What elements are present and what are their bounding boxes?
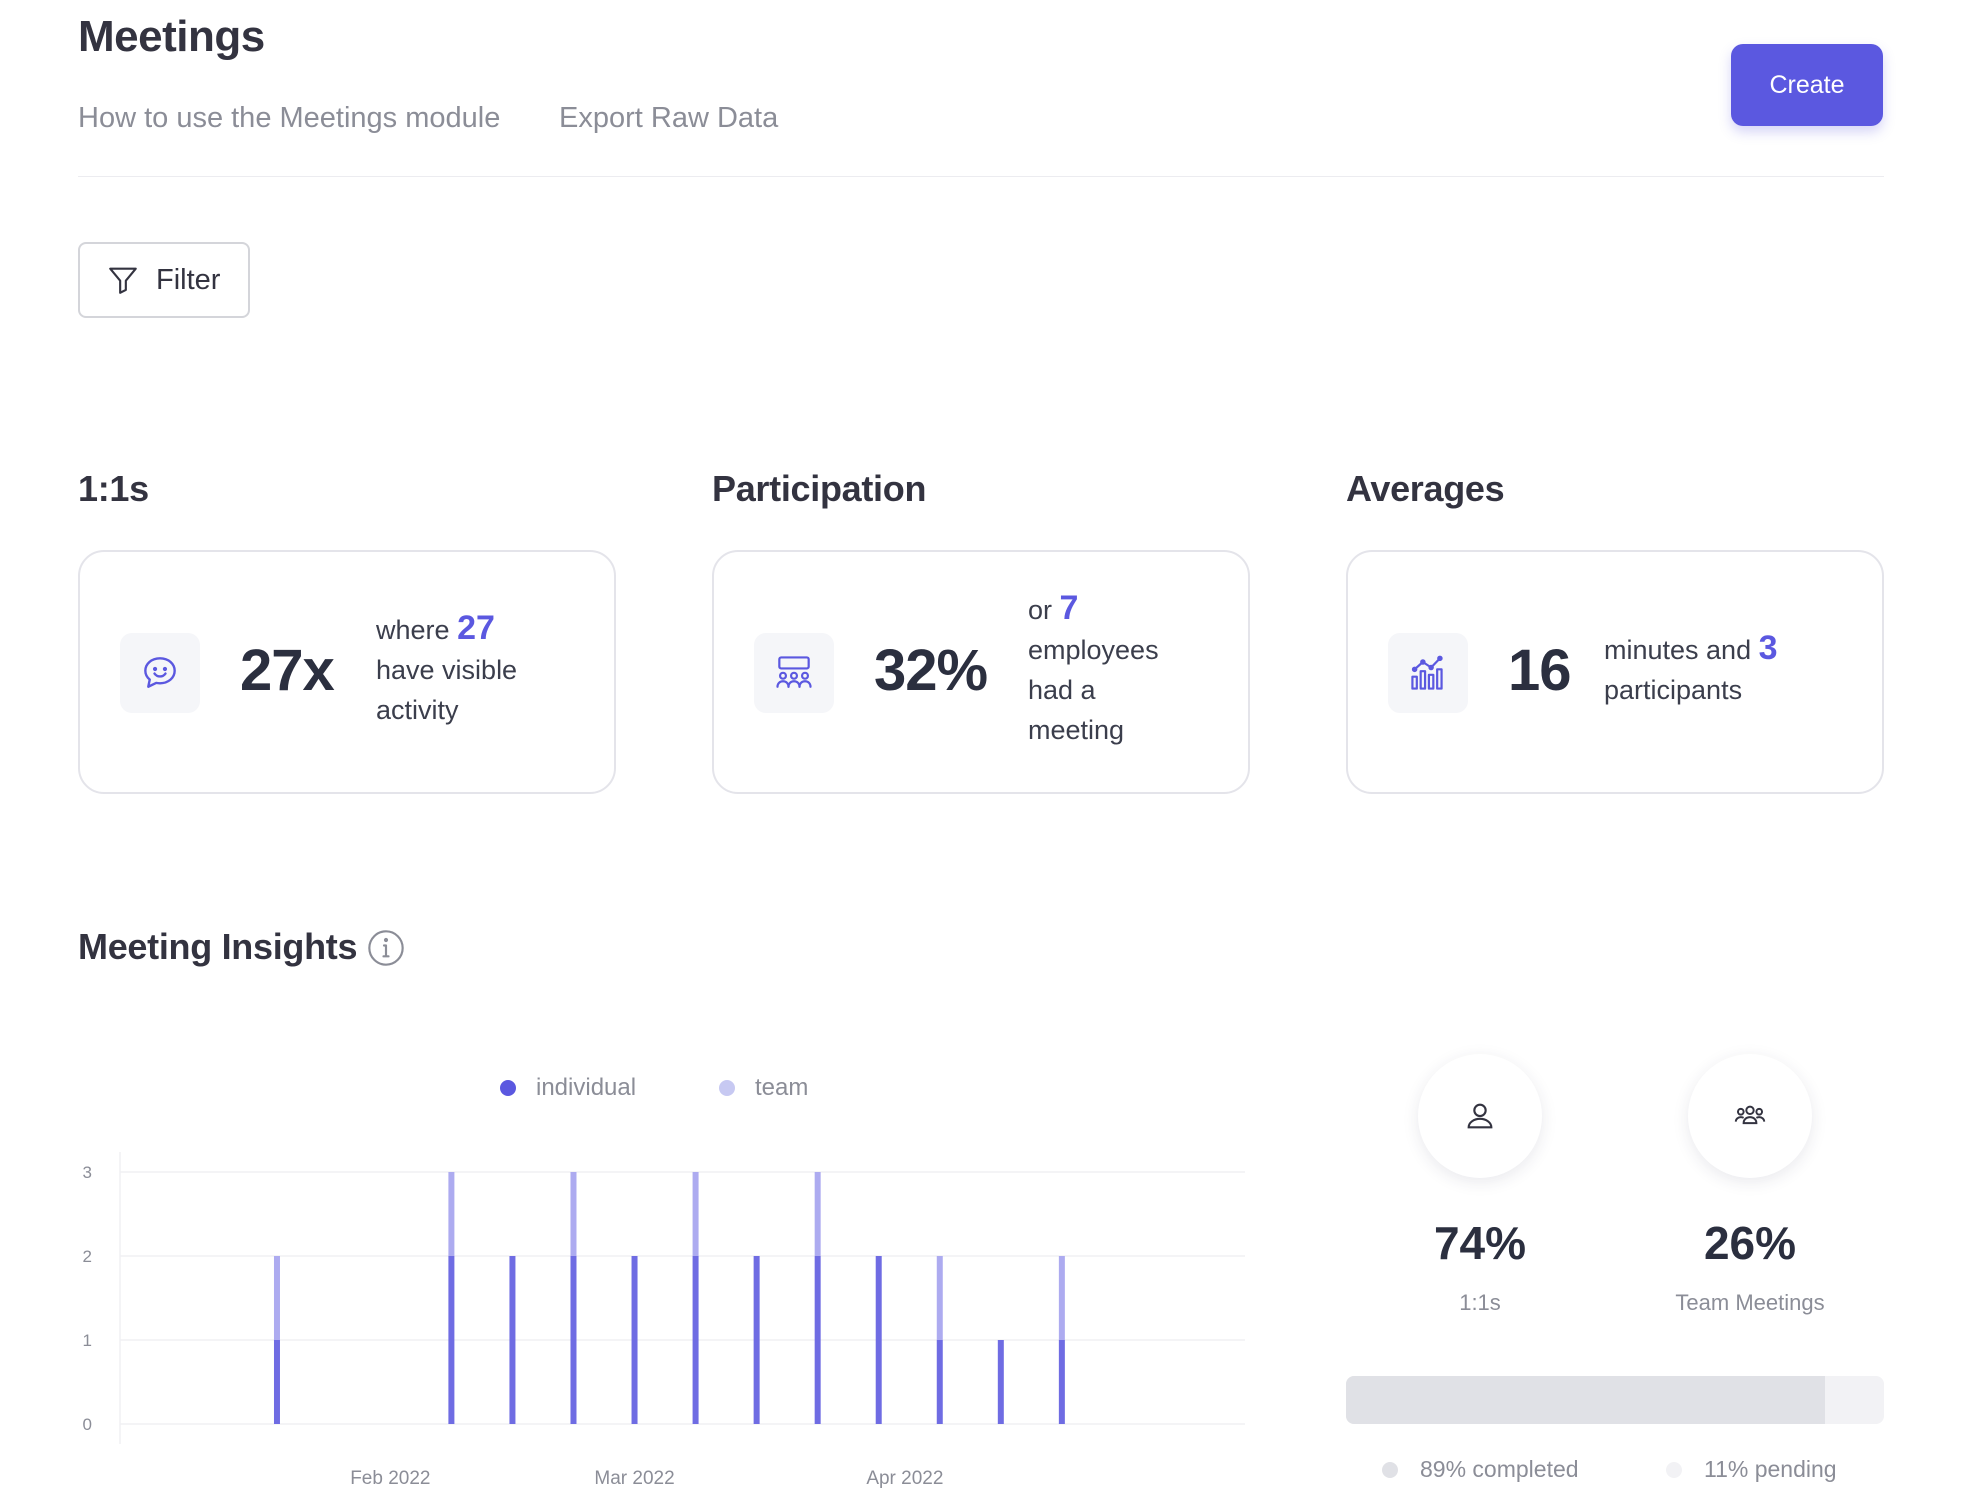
ones-section-title: 1:1s <box>78 468 149 509</box>
participation-value: 32% <box>874 638 988 703</box>
y-tick-label: 0 <box>83 1415 92 1434</box>
chart-bars <box>273 1172 1065 1424</box>
ones-value: 27x <box>240 638 335 703</box>
filter-icon <box>109 267 137 294</box>
chart-x-labels: Feb 2022 Mar 2022 Apr 2022 <box>350 1468 943 1489</box>
bar-individual <box>570 1256 577 1424</box>
user-icon <box>1467 1103 1493 1129</box>
chart-grid: 0 1 2 3 <box>83 1152 1245 1444</box>
bar-team <box>936 1256 943 1340</box>
ones-card: 27x where 27 have visible activity <box>78 550 616 794</box>
y-tick-label: 2 <box>83 1247 92 1266</box>
participation-text-after: employees had a meeting <box>1028 635 1159 745</box>
participation-icon-box <box>754 633 834 713</box>
completed-label: 89% completed <box>1420 1456 1579 1482</box>
legend-individual-dot <box>500 1080 516 1096</box>
insights-title: Meeting Insights <box>78 926 358 967</box>
participation-text-before: or <box>1028 595 1053 625</box>
bar-individual <box>509 1256 516 1424</box>
meeting-insights-chart: 0 1 2 3 Feb 2022 Mar 2022 Apr 2022 <box>83 1152 1245 1489</box>
ones-icon-box <box>120 633 200 713</box>
one-on-one-icon-circle <box>1418 1054 1542 1178</box>
pending-label: 11% pending <box>1704 1456 1837 1482</box>
ones-description: where 27 have visible activity <box>376 608 596 730</box>
info-icon[interactable] <box>366 928 406 968</box>
ones-highlight: 27 <box>457 609 495 647</box>
bar-team <box>1058 1256 1065 1340</box>
filter-label: Filter <box>156 263 221 296</box>
averages-section-title: Averages <box>1346 468 1505 509</box>
help-link[interactable]: How to use the Meetings module <box>78 102 501 134</box>
completion-progress-bar <box>1346 1376 1884 1424</box>
export-raw-data-link[interactable]: Export Raw Data <box>559 102 779 134</box>
x-tick-label: Feb 2022 <box>350 1468 430 1489</box>
bar-team <box>692 1172 699 1256</box>
bar-individual <box>753 1256 760 1424</box>
filter-button[interactable]: Filter <box>78 242 250 318</box>
group-meeting-icon <box>776 656 812 688</box>
averages-card: 16 minutes and 3 participants <box>1346 550 1884 794</box>
bar-individual <box>936 1340 943 1424</box>
team-percentage-label: Team Meetings <box>1675 1290 1825 1315</box>
y-tick-label: 1 <box>83 1331 92 1350</box>
completed-legend: 89% completed <box>1382 1456 1579 1483</box>
ones-percentage-label: 1:1s <box>1459 1290 1501 1315</box>
legend-team[interactable]: team <box>719 1074 808 1102</box>
legend-individual[interactable]: individual <box>500 1074 636 1102</box>
x-tick-label: Mar 2022 <box>594 1468 674 1489</box>
averages-value: 16 <box>1508 638 1572 703</box>
averages-text-after: participants <box>1604 675 1743 705</box>
participation-description: or 7 employees had a meeting <box>1028 588 1188 750</box>
bar-individual <box>631 1256 638 1424</box>
team-percentage: 26% <box>1703 1217 1797 1269</box>
ones-percentage: 74% <box>1433 1217 1527 1269</box>
pending-legend: 11% pending <box>1666 1456 1837 1483</box>
ones-text-after: have visible activity <box>376 655 518 725</box>
bar-individual <box>448 1256 455 1424</box>
participation-card: 32% or 7 employees had a meeting <box>712 550 1250 794</box>
bar-individual <box>1058 1340 1065 1424</box>
legend-individual-label: individual <box>536 1074 637 1101</box>
bar-individual <box>692 1256 699 1424</box>
bar-individual <box>997 1340 1004 1424</box>
bar-chart-icon <box>1411 655 1443 690</box>
participation-section-title: Participation <box>712 468 927 509</box>
bar-team <box>448 1172 455 1256</box>
y-tick-label: 3 <box>83 1163 92 1182</box>
bar-individual <box>814 1256 821 1424</box>
completion-progress-fill <box>1346 1376 1825 1424</box>
legend-team-label: team <box>755 1074 809 1101</box>
averages-description: minutes and 3 participants <box>1604 628 1864 710</box>
header-divider <box>78 176 1884 177</box>
chat-smile-icon <box>144 657 176 688</box>
bar-team <box>814 1172 821 1256</box>
team-icon-circle <box>1688 1054 1812 1178</box>
completed-dot <box>1382 1461 1398 1478</box>
averages-highlight: 3 <box>1758 629 1778 667</box>
pending-dot <box>1666 1461 1682 1478</box>
legend-team-dot <box>719 1080 735 1096</box>
bar-team <box>273 1256 280 1340</box>
averages-text-before: minutes and <box>1604 635 1752 665</box>
x-tick-label: Apr 2022 <box>866 1468 943 1489</box>
bar-individual <box>875 1256 882 1424</box>
bar-team <box>570 1172 577 1256</box>
averages-icon-box <box>1388 633 1468 713</box>
page-title: Meetings <box>78 12 265 61</box>
ones-text-before: where <box>376 615 450 645</box>
users-group-icon <box>1734 1105 1766 1125</box>
bar-individual <box>273 1340 280 1424</box>
participation-highlight: 7 <box>1059 589 1079 627</box>
create-button[interactable]: Create <box>1731 44 1883 126</box>
